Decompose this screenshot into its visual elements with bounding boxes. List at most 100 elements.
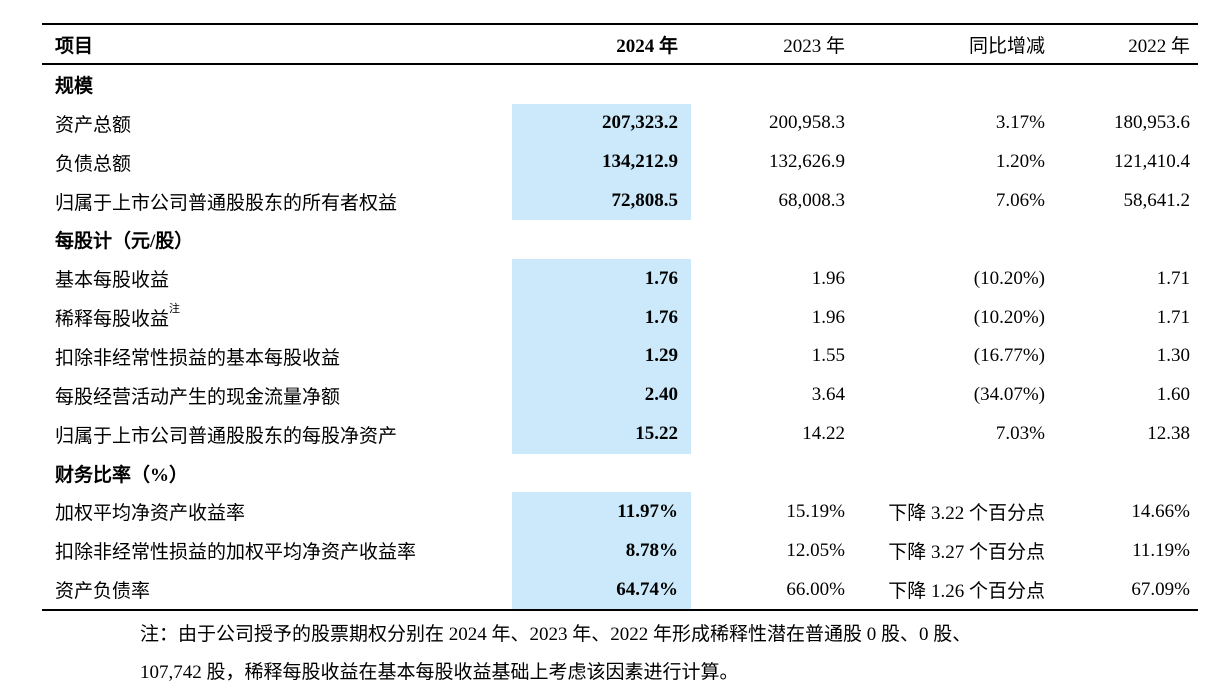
financial-summary-table: 项目 2024 年 2023 年 同比增减 2022 年 规模 资产总额 207… xyxy=(42,23,1198,612)
table-row: 资产总额 207,323.2 200,958.3 3.17% 180,953.6 xyxy=(42,103,1198,143)
table-row: 每股计（元/股） xyxy=(42,220,1198,259)
row-label: 归属于上市公司普通股股东的每股净资产 xyxy=(55,425,398,447)
row-label-cell: 加权平均净资产收益率 xyxy=(42,492,512,531)
value-2022-cell xyxy=(1053,220,1198,259)
row-label-cell: 扣除非经常性损益的基本每股收益 xyxy=(42,337,512,376)
value-2023-cell xyxy=(691,65,853,104)
table-row: 加权平均净资产收益率 11.97% 15.19% 下降 3.22 个百分点 14… xyxy=(42,492,1198,532)
row-label-cell: 规模 xyxy=(42,65,512,104)
value-2022-cell: 1.30 xyxy=(1156,345,1190,367)
row-label-cell: 每股计（元/股） xyxy=(42,220,512,259)
value-yoy-cell: 下降 3.22 个百分点 xyxy=(888,503,1045,525)
note-superscript: 注 xyxy=(169,303,181,316)
value-2023-cell: 14.22 xyxy=(802,423,845,445)
column-header-yoy: 同比增减 xyxy=(968,35,1045,57)
value-yoy-cell: (16.77%) xyxy=(973,345,1045,367)
value-2022-cell: 12.38 xyxy=(1147,423,1190,445)
row-label: 基本每股收益 xyxy=(55,270,170,292)
table-row: 归属于上市公司普通股股东的所有者权益 72,808.5 68,008.3 7.0… xyxy=(42,181,1198,221)
value-yoy-cell: 下降 3.27 个百分点 xyxy=(888,542,1045,564)
value-2022-cell: 67.09% xyxy=(1131,578,1190,600)
value-yoy-cell: (34.07%) xyxy=(973,384,1045,406)
column-header-2023: 2023 年 xyxy=(783,35,845,57)
value-2022-cell: 14.66% xyxy=(1131,500,1190,522)
value-2023-cell: 1.96 xyxy=(811,306,845,328)
value-yoy-cell: (10.20%) xyxy=(973,306,1045,328)
value-2024-cell: 15.22 xyxy=(512,414,691,454)
table-row: 规模 xyxy=(42,65,1198,104)
footnote: 注：由于公司授予的股票期权分别在 2024 年、2023 年、2022 年形成稀… xyxy=(140,616,1125,692)
value-2023-cell: 12.05% xyxy=(786,539,845,561)
table-row: 稀释每股收益 注 1.76 1.96 (10.20%) 1.71 xyxy=(42,298,1198,338)
value-2022-cell xyxy=(1053,454,1198,493)
column-header-2024: 2024 年 xyxy=(616,35,678,57)
table-body: 规模 资产总额 207,323.2 200,958.3 3.17% 180,95… xyxy=(42,65,1198,610)
row-label-cell: 财务比率（%） xyxy=(42,454,512,493)
table-row: 财务比率（%） xyxy=(42,454,1198,493)
row-label: 财务比率（%） xyxy=(55,464,189,486)
row-label: 稀释每股收益 xyxy=(55,309,170,331)
value-2023-cell: 66.00% xyxy=(786,578,845,600)
row-label-cell: 负债总额 xyxy=(42,143,512,182)
value-2024-cell xyxy=(512,65,691,104)
column-header-2022: 2022 年 xyxy=(1128,35,1190,57)
value-yoy-cell xyxy=(853,454,1053,493)
value-2022-cell: 1.71 xyxy=(1156,267,1190,289)
value-yoy-cell: 3.17% xyxy=(995,112,1045,134)
row-label-cell: 资产总额 xyxy=(42,104,512,143)
value-yoy-cell: 下降 1.26 个百分点 xyxy=(888,581,1045,603)
row-label-cell: 稀释每股收益 注 xyxy=(42,298,512,337)
value-2022-cell: 1.71 xyxy=(1156,306,1190,328)
value-yoy-cell xyxy=(853,65,1053,104)
value-yoy-cell: 1.20% xyxy=(995,151,1045,173)
table-row: 负债总额 134,212.9 132,626.9 1.20% 121,410.4 xyxy=(42,142,1198,182)
row-label: 归属于上市公司普通股股东的所有者权益 xyxy=(55,192,398,214)
row-label: 资产负债率 xyxy=(55,581,151,603)
value-yoy-cell: 7.06% xyxy=(995,190,1045,211)
value-2023-cell: 1.55 xyxy=(811,345,845,367)
row-label: 每股经营活动产生的现金流量净额 xyxy=(55,386,341,408)
table-row: 每股经营活动产生的现金流量净额 2.40 3.64 (34.07%) 1.60 xyxy=(42,375,1198,415)
table-row: 基本每股收益 1.76 1.96 (10.20%) 1.71 xyxy=(42,259,1198,299)
value-2023-cell xyxy=(691,220,853,259)
row-label-cell: 资产负债率 xyxy=(42,570,512,609)
value-2023-cell: 68,008.3 xyxy=(778,190,846,211)
row-label-cell: 基本每股收益 xyxy=(42,259,512,298)
value-2022-cell: 121,410.4 xyxy=(1114,151,1190,173)
value-2024-cell: 1.29 xyxy=(512,337,691,376)
value-2024-cell: 64.74% xyxy=(512,570,691,610)
value-2024-cell: 1.76 xyxy=(512,298,691,338)
value-2023-cell xyxy=(691,454,853,493)
row-label-cell: 扣除非经常性损益的加权平均净资产收益率 xyxy=(42,531,512,570)
value-2023-cell: 132,626.9 xyxy=(769,151,845,173)
row-label: 规模 xyxy=(55,75,94,97)
value-2024-cell: 8.78% xyxy=(512,531,691,571)
value-2022-cell: 11.19% xyxy=(1132,539,1190,561)
value-2024-cell: 207,323.2 xyxy=(512,103,691,143)
value-yoy-cell xyxy=(853,220,1053,259)
value-2024-cell: 72,808.5 xyxy=(512,181,691,221)
value-2024-cell: 2.40 xyxy=(512,375,691,415)
table-row: 资产负债率 64.74% 66.00% 下降 1.26 个百分点 67.09% xyxy=(42,570,1198,610)
row-label: 资产总额 xyxy=(55,114,132,136)
table-row: 扣除非经常性损益的基本每股收益 1.29 1.55 (16.77%) 1.30 xyxy=(42,337,1198,376)
row-label-cell: 归属于上市公司普通股股东的每股净资产 xyxy=(42,415,512,454)
value-2022-cell: 1.60 xyxy=(1156,384,1190,406)
value-2023-cell: 15.19% xyxy=(786,500,845,522)
row-label-cell: 每股经营活动产生的现金流量净额 xyxy=(42,376,512,415)
column-header-item: 项目 xyxy=(55,35,94,57)
footnote-line-1: 注：由于公司授予的股票期权分别在 2024 年、2023 年、2022 年形成稀… xyxy=(140,624,972,645)
table-row: 归属于上市公司普通股股东的每股净资产 15.22 14.22 7.03% 12.… xyxy=(42,414,1198,454)
value-2023-cell: 200,958.3 xyxy=(769,112,845,134)
value-yoy-cell: (10.20%) xyxy=(973,267,1045,289)
value-2023-cell: 3.64 xyxy=(811,384,845,406)
row-label-cell: 归属于上市公司普通股股东的所有者权益 xyxy=(42,182,512,221)
value-2024-cell xyxy=(512,454,691,493)
value-yoy-cell: 7.03% xyxy=(995,423,1045,445)
row-label: 每股计（元/股） xyxy=(55,231,194,253)
row-label: 扣除非经常性损益的基本每股收益 xyxy=(55,347,341,369)
value-2022-cell: 180,953.6 xyxy=(1114,112,1190,134)
table-header-row: 项目 2024 年 2023 年 同比增减 2022 年 xyxy=(42,25,1198,65)
value-2023-cell: 1.96 xyxy=(811,267,845,289)
